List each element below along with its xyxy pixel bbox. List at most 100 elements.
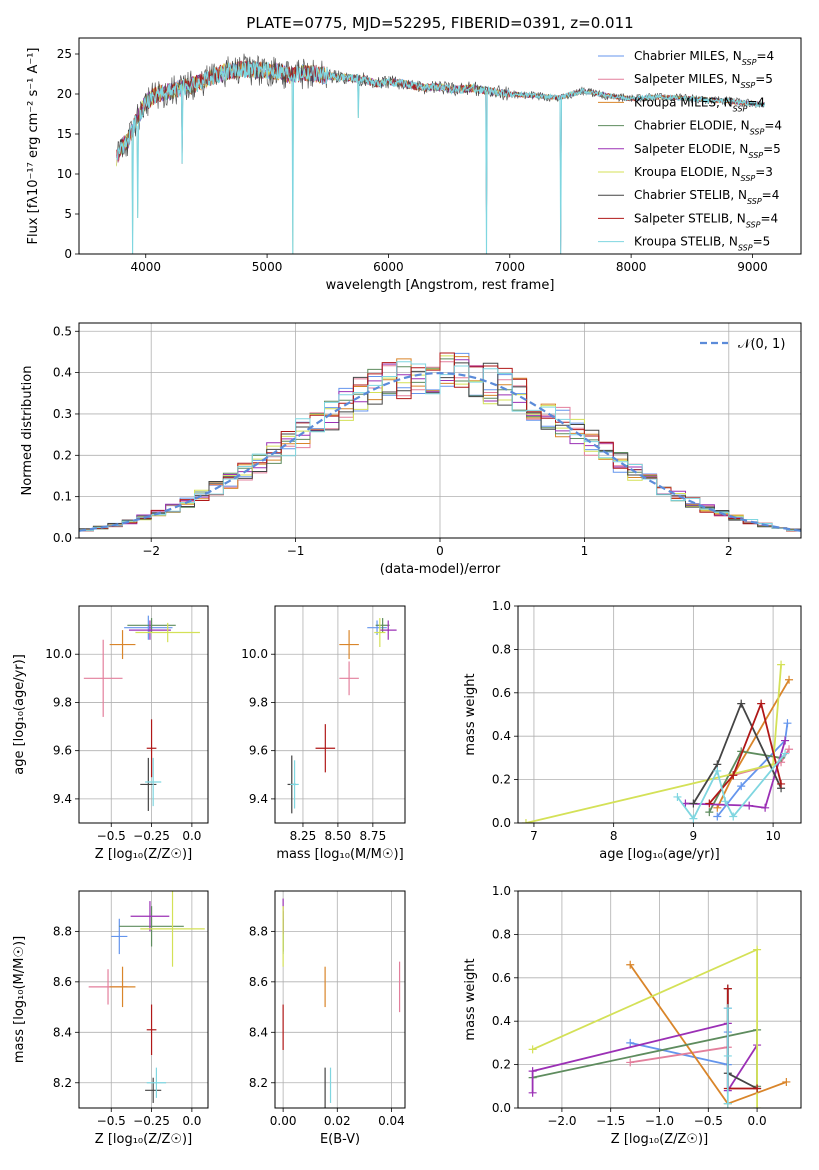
x-tick-label: −0.5 [97,829,126,843]
x-tick-label: 9000 [737,260,768,274]
y-tick-label: 10.0 [45,647,72,661]
y-tick-label: 9.6 [249,744,268,758]
y-tick-label: 0.4 [53,366,72,380]
weight-marker [753,945,762,954]
plot-area [83,615,200,811]
y-tick-label: 0.8 [492,927,511,941]
x-axis-label: age [log₁₀(age/yr)] [599,847,720,862]
y-tick-label: 9.6 [53,744,72,758]
figure-title: PLATE=0775, MJD=52295, FIBERID=0391, z=0… [246,14,633,32]
x-axis-label: Z [log₁₀(Z/Z☉)] [95,847,192,862]
y-tick-label: 9.8 [249,695,268,709]
weight-marker [528,1045,537,1054]
y-tick-label: 0 [64,247,72,261]
x-tick-label: 8.75 [359,829,386,843]
chart-mass_weight_vs_age: 7 8 9 10 0.0 0.2 0.4 0.6 0.8 1.0 age [log₁₀(age/yr… [463,599,802,862]
axes-frame [274,890,406,1109]
weight-marker [745,801,754,810]
plot-area [79,352,801,538]
weight-line [676,753,786,821]
x-tick-label: −1.5 [596,1114,625,1128]
x-tick-label: −1.0 [645,1114,674,1128]
legend-entry: Chabrier ELODIE, NSSP=4 [634,119,782,137]
weight-marker [705,808,714,817]
y-axis-label: Flux [fλ10⁻¹⁷ erg cm⁻² s⁻¹ A⁻¹] [26,48,41,245]
weight-marker [785,745,794,754]
y-tick-label: 20 [57,87,72,101]
plot-area [116,53,766,254]
plots: 4000 5000 6000 7000 8000 90000510152025wavele… [12,37,802,1147]
x-axis-label: wavelength [Angstrom, rest frame] [326,278,555,293]
plot-area [528,945,791,1108]
y-tick-label: 10 [57,167,72,181]
x-tick-label: 0.0 [182,829,201,843]
weight-line [525,664,782,823]
axes-frame [78,605,209,824]
x-tick-label: 0.0 [748,1114,767,1128]
axes-frame [78,322,802,539]
y-tick-label: 9.8 [53,695,72,709]
axes-frame [517,605,802,824]
y-tick-label: 8.4 [249,1025,268,1039]
weight-marker [761,803,770,812]
weight-marker [782,1077,791,1086]
x-tick-label: 8.50 [325,829,352,843]
x-tick-label: 0.02 [324,1114,351,1128]
axes-frame [517,890,802,1109]
weight-marker [721,797,730,806]
legend-entry: Salpeter STELIB, NSSP=4 [634,211,778,229]
axes-frame [78,37,802,255]
x-tick-label: 5000 [252,260,283,274]
normal-curve [79,371,801,532]
legend-entry: 𝒩(0, 1) [738,337,785,352]
legend: 𝒩(0, 1) [700,337,785,352]
weight-marker [729,771,738,780]
weight-marker [781,736,790,745]
weight-line [532,1028,758,1087]
weight-marker [723,1099,732,1108]
x-tick-label: 0 [436,544,444,558]
weight-marker [777,779,786,788]
plot-area [88,891,205,1103]
legend-entry: Chabrier MILES, NSSP=4 [634,49,774,67]
y-tick-label: 15 [57,127,72,141]
weight-marker [781,749,790,758]
y-axis-label: age [log₁₀(age/yr)] [12,654,27,775]
x-tick-label: 0.04 [378,1114,405,1128]
x-tick-label: 9 [690,829,698,843]
x-axis-label: mass [log₁₀(M/M☉)] [276,847,403,862]
x-tick-label: 1 [581,544,589,558]
legend-entry: Kroupa STELIB, NSSP=5 [634,235,770,253]
legend-entry: Salpeter ELODIE, NSSP=5 [634,142,781,160]
x-tick-label: 4000 [130,260,161,274]
x-tick-label: 6000 [373,260,404,274]
y-tick-label: 1.0 [492,599,511,613]
x-tick-label: 8000 [616,260,647,274]
y-tick-label: 0.4 [492,1014,511,1028]
plot-area [521,660,794,823]
x-tick-label: −0.25 [133,1114,170,1128]
axes-frame [78,890,209,1109]
chart-mass_vs_Z: −0.5 −0.25 0.0 8.2 8.4 8.6 8.8 Z [log₁₀(Z/Z☉)] m… [12,890,209,1147]
y-tick-label: 8.2 [249,1076,268,1090]
weight-marker [729,812,738,821]
y-tick-label: 5 [64,207,72,221]
y-tick-label: 0.2 [492,1058,511,1072]
weight-marker [673,792,682,801]
weight-marker [737,699,746,708]
weight-marker [737,782,746,791]
weight-marker [713,812,722,821]
y-tick-label: 9.4 [53,792,72,806]
weight-marker [528,1067,537,1076]
y-tick-label: 0.0 [492,1101,511,1115]
x-tick-label: −0.5 [694,1114,723,1128]
x-tick-label: −1 [287,544,305,558]
y-tick-label: 0.6 [492,971,511,985]
x-tick-label: 8 [610,829,618,843]
weight-marker [705,799,714,808]
weight-marker [689,799,698,808]
legend-entry: Salpeter MILES, NSSP=5 [634,72,773,90]
y-tick-label: 0.0 [53,531,72,545]
histogram-series [79,361,801,538]
